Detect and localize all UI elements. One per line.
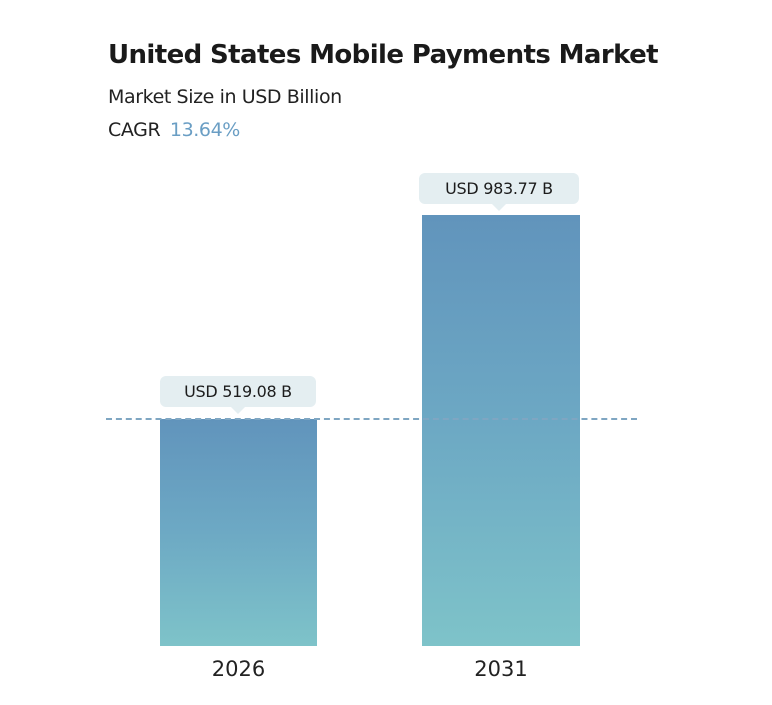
data-label-2031: USD 983.77 B bbox=[419, 173, 579, 211]
reference-dashed-line bbox=[106, 418, 637, 420]
cagr-annotation: CAGR 13.64% bbox=[108, 119, 240, 141]
bar-2026 bbox=[160, 419, 317, 646]
cagr-value: 13.64% bbox=[169, 119, 240, 141]
x-axis-label-2026: 2026 bbox=[211, 657, 266, 681]
x-axis-label-2031: 2031 bbox=[474, 657, 528, 681]
chart-title: United States Mobile Payments Market bbox=[108, 40, 659, 70]
chart-subtitle: Market Size in USD Billion bbox=[108, 86, 342, 108]
data-label-2026: USD 519.08 B bbox=[160, 376, 316, 414]
cagr-label: CAGR bbox=[108, 119, 161, 141]
bar-2031 bbox=[422, 215, 580, 646]
